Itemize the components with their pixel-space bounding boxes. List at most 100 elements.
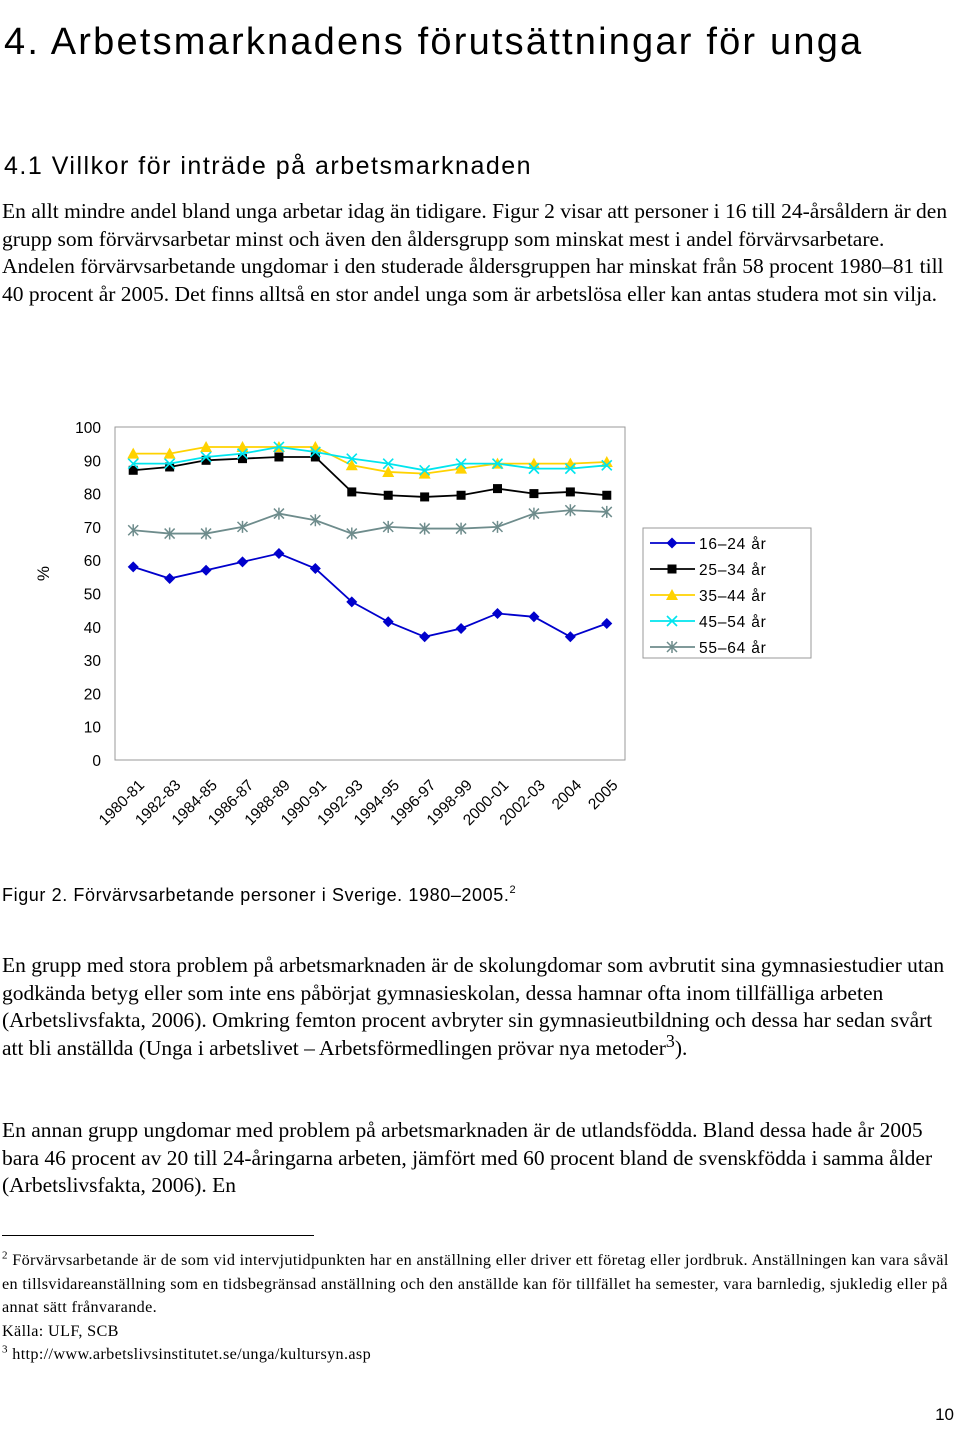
page-number: 10 [935,1405,954,1424]
data-point [200,451,212,463]
data-point [491,520,504,533]
paragraph-intro: En allt mindre andel bland unga arbetar … [2,199,948,306]
legend-entry: 16–24 år [650,536,767,553]
x-tick-labels: 1980-811982-831984-851986-871988-891990-… [96,777,622,830]
series-line [133,509,607,535]
figure-caption: Figur 2. Förvärvsarbetande personer i Sv… [2,885,516,906]
footnote-2-number: 2 [2,1249,8,1262]
data-point [602,490,612,500]
data-point [310,452,320,462]
caption-footnote-ref: 2 [509,884,517,896]
series-line [132,552,608,638]
employment-line-chart: 0 10 20 30 40 50 60 70 80 90 100% 1980-811982-8319… [34,420,812,830]
legend-marker [667,564,677,574]
legend-marker [666,641,678,653]
y-tick-label: 10 [84,720,102,737]
data-point [238,454,247,464]
series-2 [128,452,612,502]
data-point [346,527,358,540]
data-point [455,522,467,535]
data-point [382,616,394,628]
data-point [565,487,575,497]
footnotes: 2 Förvärvsarbetande är de som vid interv… [2,1249,957,1367]
data-point [419,631,431,643]
data-point [200,527,212,540]
y-axis-label: % [34,566,53,581]
x-tick-label: 2005 [585,777,621,813]
data-point [201,455,211,465]
data-point [383,490,393,500]
data-point [127,447,140,459]
series-line [133,446,607,475]
paragraph2-end: ). [674,1035,688,1060]
data-point [382,465,395,477]
series-layer [127,440,613,643]
plot-area-border [114,426,626,761]
y-tick-label: 0 [92,753,101,770]
y-tick-label: 70 [84,520,102,537]
series-1 [127,548,613,643]
data-point [309,514,321,527]
data-point [528,507,540,520]
y-tick-label: 90 [84,453,102,470]
legend-entry: 45–54 år [650,614,767,631]
data-point [345,459,358,471]
data-point [163,447,176,459]
paragraph-foreign-born: En annan grupp ungdomar med problem på a… [2,1118,933,1197]
caption-text: Figur 2. Förvärvsarbetande personer i Sv… [2,885,510,905]
data-point [564,631,576,643]
data-point [601,617,613,629]
y-tick-label: 20 [84,686,102,703]
series-line [133,446,607,472]
footnote-2-text: Förvärvsarbetande är de som vid intervju… [2,1251,949,1316]
footnote-separator [2,1235,314,1236]
data-point [347,487,357,497]
data-point [200,564,212,576]
series-3 [127,440,613,479]
legend-label: 25–34 år [699,562,767,579]
legend-marker [666,615,678,627]
legend-label: 55–64 år [699,640,767,657]
legend-label: 35–44 år [699,588,767,605]
data-point [165,462,175,472]
data-point [418,467,431,479]
data-point [419,464,431,476]
data-point [600,455,613,467]
data-point [309,563,321,575]
y-tick-label: 60 [84,553,102,570]
chart-axes [114,426,626,761]
x-tick-label: 2004 [549,777,586,814]
series-5 [127,504,613,540]
data-point [237,556,248,568]
data-point [528,463,540,475]
data-point [420,492,430,502]
data-point [164,573,176,585]
section-heading: 4.1 Villkor för inträde på arbetsmarknad… [4,152,533,180]
footnote-source: Källa: ULF, SCB [2,1321,119,1340]
data-point [273,507,285,520]
legend-label: 45–54 år [699,614,767,631]
data-point [564,504,576,517]
data-point [528,611,540,623]
legend-entry: 55–64 år [650,640,767,657]
y-tick-label: 40 [84,620,102,637]
data-point [491,458,504,470]
data-point [236,448,249,460]
data-point [309,446,321,458]
data-point [456,490,466,500]
data-point [236,440,249,452]
legend-label: 16–24 år [699,536,767,553]
data-point [273,548,285,560]
data-point [346,596,358,608]
data-point [455,622,467,634]
data-point [493,484,502,494]
footnote-3-link: http://www.arbetslivsinstitutet.se/unga/… [12,1345,372,1363]
footnote-3-number: 3 [2,1343,8,1356]
data-point [127,561,139,573]
data-point [601,505,613,518]
data-point [127,524,139,537]
series-4 [127,441,613,476]
series-line [133,456,607,498]
y-tick-label: 30 [84,653,102,670]
data-point [455,462,468,474]
